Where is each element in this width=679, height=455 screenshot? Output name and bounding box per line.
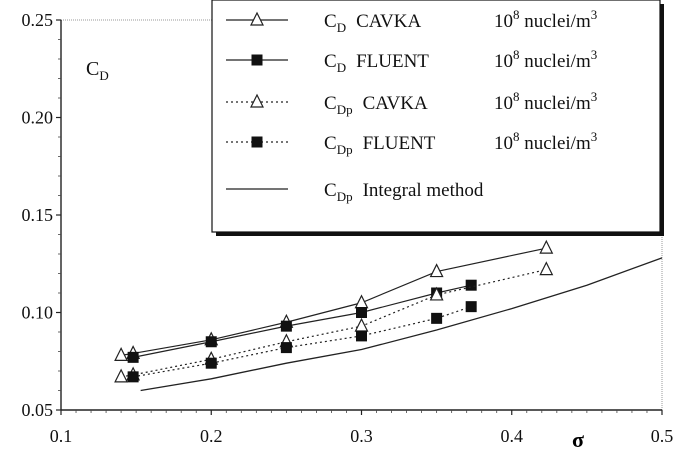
legend-main: C: [324, 180, 337, 201]
x-axis-title: σ: [572, 427, 584, 452]
x-tick-label: 0.3: [350, 426, 373, 446]
x-tick-label: 0.4: [501, 426, 524, 446]
legend-source: Integral method: [363, 180, 484, 201]
x-tick-label: 0.1: [50, 426, 73, 446]
legend-label: CD FLUENT 108 nuclei/m3: [324, 47, 597, 75]
legend-sub: D: [337, 20, 346, 35]
data-point: [280, 320, 292, 332]
y-tick-label: 0.20: [22, 108, 54, 128]
axis-ticks: [56, 19, 663, 415]
legend-main: C: [324, 11, 337, 32]
legend-unit-text: nuclei/m: [520, 51, 591, 72]
legend-unit: 10: [494, 133, 513, 154]
y-tick-label: 0.25: [22, 10, 54, 30]
legend-unit-text: nuclei/m: [520, 93, 591, 114]
legend-label: CDp FLUENT 108 nuclei/m3: [324, 129, 597, 157]
legend-source: FLUENT: [363, 133, 436, 154]
legend-exp: 8: [513, 129, 520, 144]
data-point: [205, 357, 217, 369]
legend-sub: Dp: [337, 142, 353, 157]
legend-unit-exp: 3: [591, 7, 598, 22]
data-point: [280, 342, 292, 354]
legend-unit: 10: [494, 11, 513, 32]
legend-entry-1: CD CAVKA 108 nuclei/m3: [226, 7, 597, 35]
series-line: [133, 306, 472, 378]
data-point: [114, 347, 129, 361]
legend-unit-text: nuclei/m: [520, 133, 591, 154]
legend-entry-3: CDp CAVKA 108 nuclei/m3: [226, 89, 597, 117]
data-point: [356, 330, 367, 342]
y-tick-label: 0.10: [22, 303, 54, 323]
data-point: [429, 286, 444, 301]
legend-exp: 8: [513, 47, 520, 62]
y-tick-label: 0.05: [22, 400, 54, 420]
legend-sub: D: [337, 60, 346, 75]
legend-main: C: [324, 93, 337, 114]
legend-label: CDp CAVKA 108 nuclei/m3: [324, 89, 597, 117]
data-point: [127, 371, 139, 383]
data-point: [431, 312, 443, 324]
series-line: [140, 257, 663, 392]
data-point: [465, 301, 477, 313]
legend-label: CD CAVKA 108 nuclei/m3: [324, 7, 597, 35]
legend-unit-exp: 3: [591, 89, 598, 104]
legend-box: [211, 0, 661, 233]
data-point: [539, 239, 554, 254]
legend-exp: 8: [513, 7, 520, 22]
series-4: [127, 301, 477, 383]
legend-main: C: [324, 133, 337, 154]
legend-unit: 10: [494, 93, 513, 114]
legend-source: CAVKA: [356, 11, 421, 32]
data-point: [356, 307, 367, 318]
legend-source: FLUENT: [356, 51, 429, 72]
legend-unit-exp: 3: [591, 47, 598, 62]
legend-entry-5: CDp Integral method: [226, 180, 484, 204]
legend-marker: [251, 54, 263, 66]
legend-exp: 8: [513, 89, 520, 104]
y-axis-title: CD: [86, 58, 109, 83]
series-layer: [114, 239, 663, 392]
axis-labels: 0.05 0.10 0.15 0.20 0.25 0.1 0.2 0.3 0.4 0.5: [22, 10, 674, 446]
series-line: [133, 284, 472, 358]
x-tick-label: 0.2: [200, 426, 223, 446]
data-point: [539, 261, 554, 276]
data-point: [114, 368, 129, 383]
series-5: [140, 257, 663, 392]
legend-entry-4: CDp FLUENT 108 nuclei/m3: [226, 129, 597, 157]
legend-unit: 10: [494, 51, 513, 72]
data-point: [127, 351, 139, 363]
legend-label: CDp Integral method: [324, 180, 484, 204]
legend-unit-text: nuclei/m: [520, 11, 591, 32]
legend-sub: Dp: [337, 189, 353, 204]
data-point: [205, 336, 217, 348]
legend-unit-exp: 3: [591, 129, 598, 144]
legend-sub: Dp: [337, 102, 353, 117]
data-point: [465, 279, 477, 291]
x-tick-label: 0.5: [651, 426, 674, 446]
legend-source: CAVKA: [363, 93, 428, 114]
legend-main: C: [324, 51, 337, 72]
legend-marker: [251, 136, 263, 148]
legend-marker: [250, 93, 264, 108]
legend-entry-2: CD FLUENT 108 nuclei/m3: [226, 47, 597, 75]
legend-marker: [250, 11, 264, 26]
data-point: [429, 263, 444, 278]
y-tick-label: 0.15: [22, 205, 54, 225]
